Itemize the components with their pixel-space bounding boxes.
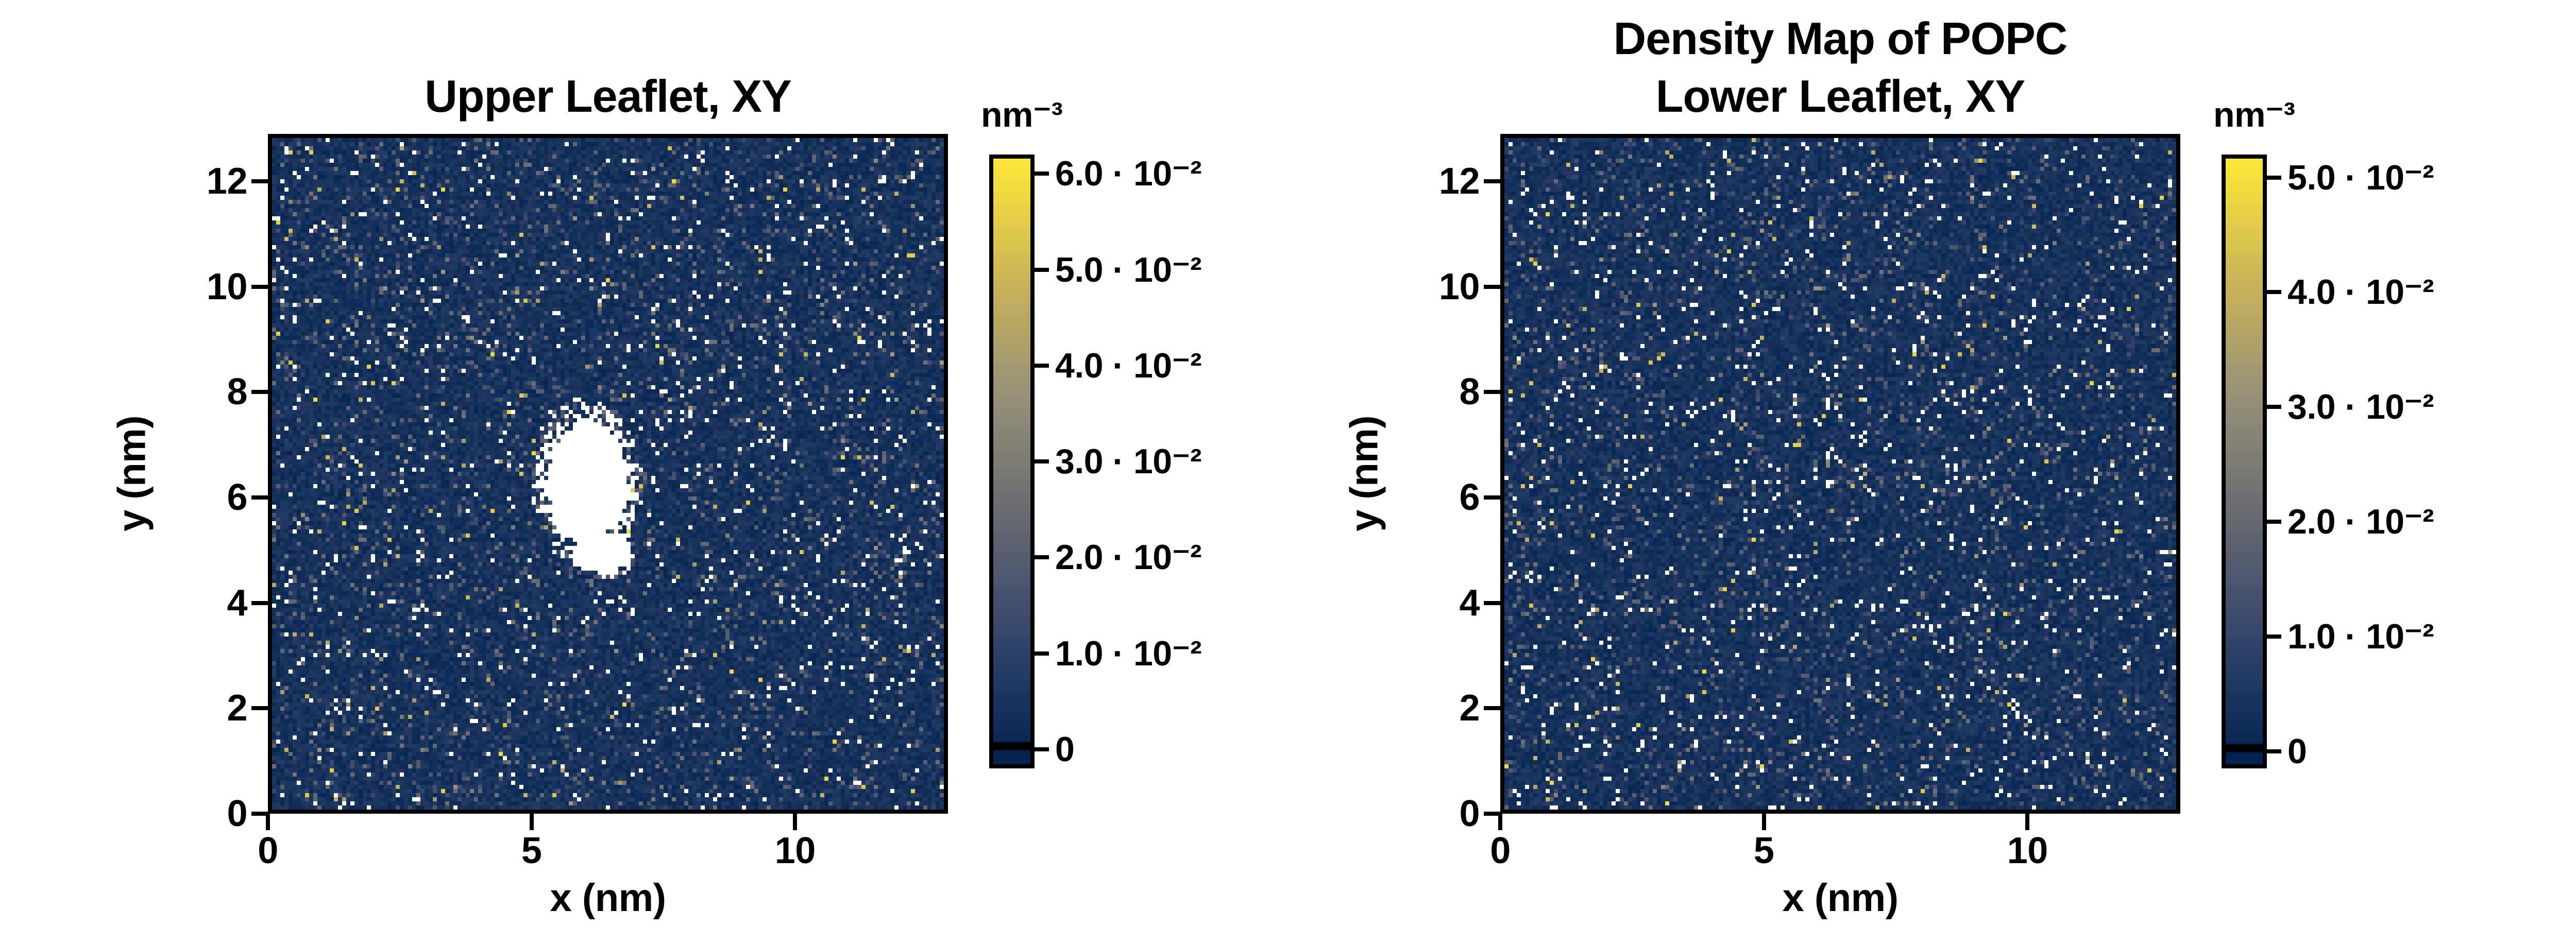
colorbar-tick-mark	[2267, 519, 2281, 524]
y-tick-mark	[1484, 390, 1500, 394]
colorbar-tick-label: 4.0 · 10⁻²	[1055, 346, 1202, 385]
colorbar-tick-label: 4.0 · 10⁻²	[2287, 272, 2434, 312]
y-tick-mark	[1484, 179, 1500, 184]
y-tick-label: 0	[1459, 793, 1480, 834]
colorbar-tick-mark	[2267, 634, 2281, 639]
heatmap-plot-area	[1500, 134, 2180, 814]
colorbar-unit-label: nm⁻³	[2213, 95, 2295, 134]
colorbar-tick-label: 1.0 · 10⁻²	[2287, 616, 2434, 656]
y-tick-label: 10	[1438, 266, 1480, 307]
y-tick-label: 8	[1459, 371, 1480, 413]
x-tick-label: 10	[774, 830, 816, 871]
heatmap-plot-area	[268, 134, 948, 814]
x-tick-mark	[1498, 814, 1502, 830]
y-tick-mark	[1484, 284, 1500, 289]
y-tick-mark	[1484, 812, 1500, 816]
x-axis-label: x (nm)	[1782, 876, 1899, 920]
y-tick-label: 6	[1459, 477, 1480, 519]
colorbar-tick-mark	[1035, 555, 1049, 560]
x-tick-label: 0	[1490, 830, 1511, 871]
x-tick-label: 5	[1753, 830, 1774, 871]
x-tick-label: 0	[258, 830, 278, 871]
x-tick-label: 5	[521, 830, 542, 871]
y-tick-mark	[251, 284, 268, 289]
colorbar-gradient-canvas	[993, 159, 1030, 764]
colorbar-gradient-canvas	[2226, 159, 2263, 764]
colorbar-tick-label: 5.0 · 10⁻²	[2287, 158, 2434, 197]
colorbar-tick-mark	[1035, 171, 1049, 176]
y-tick-mark	[251, 600, 268, 605]
y-tick-label: 2	[227, 688, 247, 729]
y-tick-label: 10	[206, 266, 248, 307]
y-tick-mark	[251, 179, 268, 184]
colorbar-unit-label: nm⁻³	[981, 95, 1063, 134]
colorbar-tick-label: 2.0 · 10⁻²	[1055, 538, 1202, 577]
y-tick-label: 4	[1459, 582, 1480, 624]
x-axis-label: x (nm)	[550, 876, 667, 920]
y-tick-label: 6	[227, 477, 247, 519]
y-tick-label: 4	[227, 582, 247, 624]
density-heatmap-canvas	[1504, 138, 2176, 810]
x-tick-mark	[793, 814, 798, 830]
y-tick-label: 12	[1438, 161, 1480, 202]
x-tick-mark	[529, 814, 534, 830]
colorbar-tick-label: 1.0 · 10⁻²	[1055, 633, 1202, 673]
y-tick-label: 8	[227, 371, 247, 413]
colorbar-tick-label: 3.0 · 10⁻²	[2287, 387, 2434, 427]
y-tick-mark	[251, 706, 268, 711]
x-tick-mark	[266, 814, 270, 830]
y-tick-mark	[1484, 495, 1500, 500]
colorbar-tick-mark	[2267, 290, 2281, 295]
colorbar-tick-mark	[2267, 175, 2281, 180]
colorbar-tick-label: 0	[1055, 729, 1075, 769]
colorbar-tick-label: 0	[2287, 731, 2307, 771]
colorbar-tick-mark	[1035, 747, 1049, 751]
x-tick-mark	[2025, 814, 2030, 830]
colorbar	[989, 154, 1035, 768]
y-tick-mark	[1484, 706, 1500, 711]
density-heatmap-canvas	[272, 138, 944, 810]
y-tick-label: 12	[206, 161, 248, 202]
panel-lower-leaflet: Density Map of POPC Lower Leaflet, XY y …	[1343, 0, 2469, 927]
colorbar-tick-mark	[1035, 459, 1049, 464]
panel-title-lower-leaflet: Lower Leaflet, XY	[1655, 71, 2026, 122]
colorbar-tick-label: 2.0 · 10⁻²	[2287, 502, 2434, 541]
colorbar-tick-label: 5.0 · 10⁻²	[1055, 250, 1202, 289]
colorbar-tick-mark	[2267, 405, 2281, 409]
x-tick-label: 10	[2007, 830, 2048, 871]
colorbar-tick-mark	[1035, 363, 1049, 368]
x-tick-mark	[1761, 814, 1766, 830]
y-tick-mark	[251, 495, 268, 500]
figure-suptitle: Density Map of POPC	[1613, 13, 2068, 64]
colorbar-tick-label: 3.0 · 10⁻²	[1055, 442, 1202, 481]
colorbar-tick-label: 6.0 · 10⁻²	[1055, 154, 1202, 194]
y-tick-mark	[251, 390, 268, 394]
y-tick-mark	[1484, 600, 1500, 605]
y-tick-mark	[251, 812, 268, 816]
y-tick-label: 2	[1459, 688, 1480, 729]
colorbar-tick-mark	[1035, 651, 1049, 656]
colorbar-tick-mark	[1035, 267, 1049, 272]
y-tick-label: 0	[227, 793, 247, 834]
panel-title-upper-leaflet: Upper Leaflet, XY	[425, 71, 792, 122]
colorbar-tick-mark	[2267, 749, 2281, 753]
colorbar	[2222, 154, 2267, 768]
